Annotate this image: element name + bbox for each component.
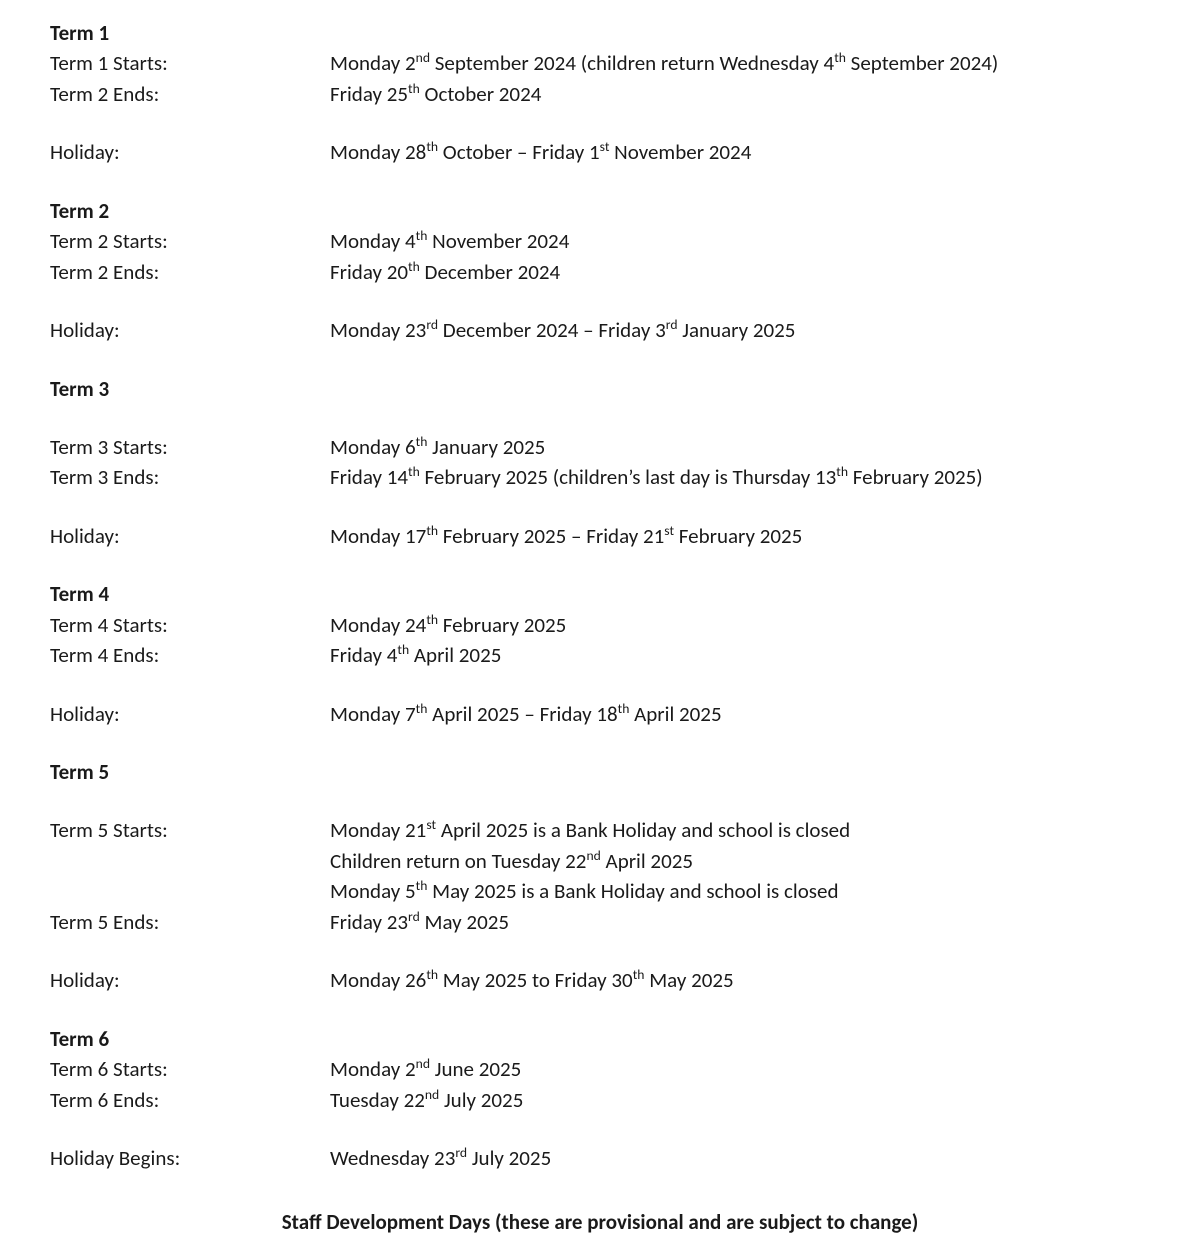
info-row: Term 4 Ends:Friday 4th April 2025 (50, 640, 1150, 670)
row-label: Term 4 Starts: (50, 610, 330, 640)
row-value: Tuesday 22nd July 2025 (330, 1085, 1150, 1115)
row-value: Monday 2nd September 2024 (children retu… (330, 48, 1150, 78)
term-heading-label: Term 3 (50, 374, 330, 404)
info-row: Monday 5th May 2025 is a Bank Holiday an… (50, 876, 1150, 906)
row-label: Term 5 Starts: (50, 815, 330, 845)
term-heading-label: Term 6 (50, 1024, 330, 1054)
term-heading: Term 3 (50, 374, 1150, 404)
info-row: Holiday:Monday 28th October – Friday 1st… (50, 137, 1150, 167)
info-row: Term 5 Ends:Friday 23rd May 2025 (50, 907, 1150, 937)
spacer (50, 404, 1150, 432)
info-row: Children return on Tuesday 22nd April 20… (50, 846, 1150, 876)
row-label: Term 6 Ends: (50, 1085, 330, 1115)
spacer (50, 346, 1150, 374)
holiday-value: Wednesday 23rd July 2025 (330, 1143, 1150, 1173)
term-heading-label: Term 1 (50, 18, 330, 48)
staff-dev-days-heading: Staff Development Days (these are provis… (50, 1209, 1150, 1235)
holiday-label: Holiday Begins: (50, 1143, 330, 1173)
info-row: Holiday:Monday 17th February 2025 – Frid… (50, 521, 1150, 551)
row-label: Term 4 Ends: (50, 640, 330, 670)
info-row: Holiday Begins:Wednesday 23rd July 2025 (50, 1143, 1150, 1173)
holiday-value: Monday 23rd December 2024 – Friday 3rd J… (330, 315, 1150, 345)
spacer (50, 551, 1150, 579)
holiday-label: Holiday: (50, 965, 330, 995)
row-label (50, 876, 330, 906)
info-row: Holiday:Monday 7th April 2025 – Friday 1… (50, 699, 1150, 729)
spacer (50, 996, 1150, 1024)
row-value: Friday 20th December 2024 (330, 257, 1150, 287)
spacer (50, 1115, 1150, 1143)
holiday-label: Holiday: (50, 315, 330, 345)
row-value: Monday 24th February 2025 (330, 610, 1150, 640)
spacer (50, 671, 1150, 699)
term-heading-label: Term 4 (50, 579, 330, 609)
info-row: Term 3 Ends:Friday 14th February 2025 (c… (50, 462, 1150, 492)
row-value: Monday 4th November 2024 (330, 226, 1150, 256)
row-value: Friday 4th April 2025 (330, 640, 1150, 670)
row-value: Friday 23rd May 2025 (330, 907, 1150, 937)
holiday-label: Holiday: (50, 699, 330, 729)
spacer (50, 168, 1150, 196)
row-label: Term 5 Ends: (50, 907, 330, 937)
holiday-label: Holiday: (50, 521, 330, 551)
row-label: Term 2 Starts: (50, 226, 330, 256)
info-row: Term 3 Starts:Monday 6th January 2025 (50, 432, 1150, 462)
term-dates-document: Term 1Term 1 Starts:Monday 2nd September… (0, 0, 1200, 1200)
info-row: Term 2 Ends:Friday 25th October 2024 (50, 79, 1150, 109)
term-heading: Term 1 (50, 18, 1150, 48)
term-heading-label: Term 5 (50, 757, 330, 787)
holiday-value: Monday 17th February 2025 – Friday 21st … (330, 521, 1150, 551)
row-value: Children return on Tuesday 22nd April 20… (330, 846, 1150, 876)
info-row: Term 2 Starts:Monday 4th November 2024 (50, 226, 1150, 256)
row-value: Monday 21st April 2025 is a Bank Holiday… (330, 815, 1150, 845)
term-heading: Term 6 (50, 1024, 1150, 1054)
term-heading: Term 5 (50, 757, 1150, 787)
info-row: Term 5 Starts:Monday 21st April 2025 is … (50, 815, 1150, 845)
row-label: Term 6 Starts: (50, 1054, 330, 1084)
info-row: Holiday:Monday 23rd December 2024 – Frid… (50, 315, 1150, 345)
row-label: Term 1 Starts: (50, 48, 330, 78)
row-label: Term 3 Ends: (50, 462, 330, 492)
term-heading: Term 2 (50, 196, 1150, 226)
holiday-label: Holiday: (50, 137, 330, 167)
info-row: Holiday:Monday 26th May 2025 to Friday 3… (50, 965, 1150, 995)
spacer (50, 937, 1150, 965)
row-value: Friday 14th February 2025 (children’s la… (330, 462, 1150, 492)
info-row: Term 4 Starts:Monday 24th February 2025 (50, 610, 1150, 640)
info-row: Term 6 Ends:Tuesday 22nd July 2025 (50, 1085, 1150, 1115)
row-value: Friday 25th October 2024 (330, 79, 1150, 109)
info-row: Term 1 Starts:Monday 2nd September 2024 … (50, 48, 1150, 78)
holiday-value: Monday 26th May 2025 to Friday 30th May … (330, 965, 1150, 995)
row-value: Monday 2nd June 2025 (330, 1054, 1150, 1084)
spacer (50, 729, 1150, 757)
info-row: Term 2 Ends:Friday 20th December 2024 (50, 257, 1150, 287)
holiday-value: Monday 7th April 2025 – Friday 18th Apri… (330, 699, 1150, 729)
info-row: Term 6 Starts:Monday 2nd June 2025 (50, 1054, 1150, 1084)
row-label (50, 846, 330, 876)
row-value: Monday 5th May 2025 is a Bank Holiday an… (330, 876, 1150, 906)
row-label: Term 3 Starts: (50, 432, 330, 462)
spacer (50, 109, 1150, 137)
term-heading: Term 4 (50, 579, 1150, 609)
spacer (50, 787, 1150, 815)
term-heading-label: Term 2 (50, 196, 330, 226)
row-label: Term 2 Ends: (50, 79, 330, 109)
holiday-value: Monday 28th October – Friday 1st Novembe… (330, 137, 1150, 167)
spacer (50, 287, 1150, 315)
row-value: Monday 6th January 2025 (330, 432, 1150, 462)
spacer (50, 493, 1150, 521)
row-label: Term 2 Ends: (50, 257, 330, 287)
